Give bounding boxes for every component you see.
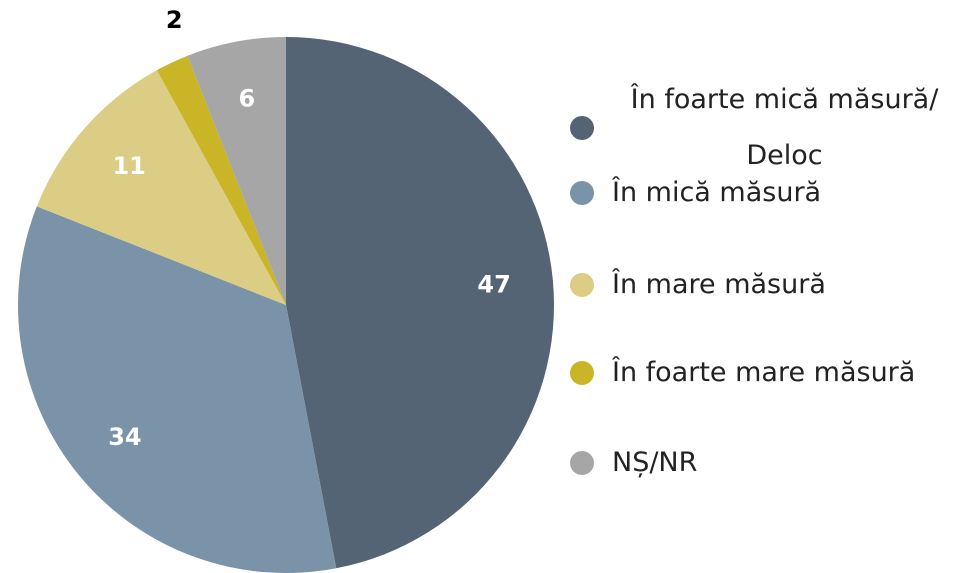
data-label: 34	[108, 423, 141, 451]
legend-label: În foarte mică măsură/ Deloc	[630, 84, 939, 171]
legend-marker	[570, 451, 594, 475]
pie-slice	[156, 55, 286, 305]
legend-label: În mică măsură	[612, 177, 822, 208]
legend-marker	[570, 273, 594, 297]
data-label: 47	[477, 270, 510, 298]
legend-marker	[570, 361, 594, 385]
data-label: 6	[238, 85, 255, 113]
legend-label: NȘ/NR	[612, 447, 698, 478]
pie-slice	[17, 206, 337, 573]
legend-label: În mare măsură	[612, 269, 826, 300]
legend-marker	[570, 116, 594, 140]
data-label: 11	[112, 152, 145, 180]
pie-slice	[187, 37, 286, 305]
legend-marker	[570, 181, 594, 205]
legend-label: În foarte mare măsură	[612, 357, 916, 388]
data-label: 2	[166, 6, 183, 34]
pie-slice	[36, 70, 286, 305]
pie-slice	[286, 37, 555, 569]
